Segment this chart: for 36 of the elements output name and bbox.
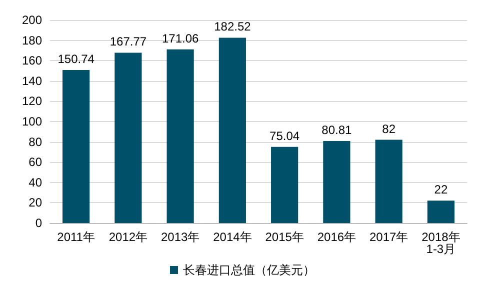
y-tick-label: 40 <box>28 175 42 190</box>
y-tick-label: 160 <box>22 54 42 68</box>
legend-label: 长春进口总值（亿美元） <box>183 263 315 277</box>
data-label: 80.81 <box>322 122 352 137</box>
bar <box>271 146 298 223</box>
y-tick-label: 120 <box>22 94 42 108</box>
bar <box>218 38 246 223</box>
bar <box>323 140 350 223</box>
data-label: 182.52 <box>214 20 252 34</box>
data-label: 82 <box>382 122 396 136</box>
y-tick-label: 20 <box>28 196 42 210</box>
x-tick-label: 2013年 <box>160 230 200 244</box>
x-tick-label: 2016年 <box>317 230 356 244</box>
x-tick-label: 2017年 <box>369 230 408 244</box>
y-tick-label: 180 <box>22 33 42 48</box>
y-tick-label: 80 <box>28 134 42 149</box>
y-tick-label: 200 <box>22 13 42 27</box>
y-tick-label: 100 <box>22 114 42 128</box>
bar <box>62 70 90 223</box>
data-label: 22 <box>434 182 448 197</box>
x-tick-label: 2011年 <box>57 230 95 244</box>
x-tick-label: 2015年 <box>265 230 304 244</box>
x-tick-label: 2018年 1-3月 <box>422 230 460 256</box>
y-tick-label: 140 <box>22 74 42 88</box>
bar <box>114 52 142 223</box>
y-tick-label: 0 <box>35 216 42 230</box>
x-tick-label: 2014年 <box>213 230 252 244</box>
x-tick-label: 2012年 <box>108 230 148 244</box>
bar <box>375 140 402 223</box>
data-label: 75.04 <box>270 128 300 143</box>
bar <box>166 49 194 223</box>
bar <box>427 200 454 223</box>
data-label: 171.06 <box>162 31 199 46</box>
data-label: 167.77 <box>110 34 147 49</box>
data-label: 150.74 <box>58 52 95 66</box>
y-tick-label: 60 <box>28 155 42 170</box>
